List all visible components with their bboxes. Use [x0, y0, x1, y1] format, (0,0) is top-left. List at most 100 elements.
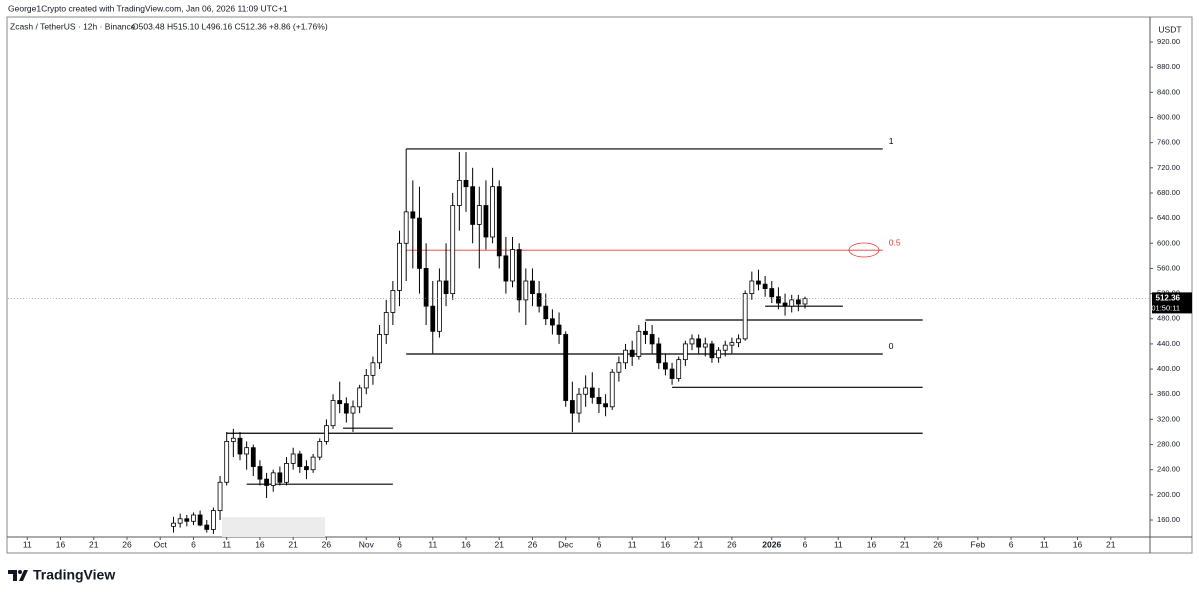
candle-body — [503, 255, 509, 282]
candle-body — [623, 349, 628, 364]
x-tick-label: 21 — [694, 539, 704, 549]
candle-body — [603, 403, 608, 408]
candle-body — [237, 437, 243, 455]
x-tick-label: 26 — [122, 539, 132, 549]
candle-body — [496, 186, 502, 257]
countdown: 01:50:11 — [1151, 303, 1180, 312]
x-tick-label: Feb — [971, 539, 986, 549]
y-tick-label: 640.00 — [1157, 213, 1180, 222]
candle-body — [716, 349, 721, 359]
y-tick-label: 600.00 — [1157, 238, 1180, 247]
candle-body — [423, 268, 429, 307]
candle-body — [171, 522, 176, 527]
x-tick-label: 6 — [191, 539, 196, 549]
candle-body — [543, 305, 549, 320]
candle-body — [463, 179, 469, 188]
candle-body — [343, 403, 349, 414]
last-price-label: 512.36 — [1156, 294, 1181, 303]
x-tick-label: 16 — [255, 539, 265, 549]
candle-body — [397, 242, 402, 291]
y-tick-label: 480.00 — [1157, 314, 1180, 323]
candle-body — [596, 396, 602, 405]
y-tick-label: 720.00 — [1157, 163, 1180, 172]
x-tick-label: 2026 — [762, 539, 781, 549]
candle-body — [736, 338, 741, 344]
logo-icon — [8, 570, 28, 581]
candle-body — [616, 362, 622, 373]
x-tick-label: 16 — [461, 539, 471, 549]
candle-body — [483, 205, 489, 238]
x-tick-label: 6 — [397, 539, 402, 549]
candle-body — [403, 211, 409, 244]
level-label: 1 — [889, 136, 894, 146]
candle-body — [476, 205, 482, 225]
y-tick-label: 840.00 — [1157, 87, 1180, 96]
candle-body — [217, 481, 223, 511]
y-tick-label: 400.00 — [1157, 364, 1180, 373]
candle-body — [277, 472, 283, 483]
candle-body — [643, 330, 648, 335]
candle-body — [297, 453, 303, 467]
candle-body — [257, 466, 263, 480]
candle-body — [450, 205, 456, 294]
candle-body — [776, 296, 781, 304]
candle-body — [324, 425, 329, 442]
x-tick-label: 26 — [933, 539, 943, 549]
candle-body — [304, 466, 309, 471]
candle-body — [456, 179, 462, 206]
x-tick-label: 11 — [222, 539, 231, 549]
candle-body — [330, 400, 336, 427]
y-tick-label: 560.00 — [1157, 263, 1180, 272]
y-tick-label: 280.00 — [1157, 440, 1180, 449]
candle-body — [782, 302, 788, 307]
shaded-zone — [222, 517, 325, 537]
candle-body — [729, 342, 735, 346]
drawn-levels: 10.50 — [226, 136, 923, 485]
candle-body — [230, 437, 236, 442]
candle-body — [689, 338, 695, 345]
candle-body — [722, 344, 728, 351]
y-tick-label: 200.00 — [1157, 490, 1180, 499]
candle-body — [191, 514, 196, 522]
candle-body — [656, 343, 662, 364]
level-label: 0 — [889, 341, 894, 351]
x-tick-label: 21 — [89, 539, 99, 549]
candle-body — [350, 406, 356, 414]
x-tick-label: 11 — [628, 539, 637, 549]
y-tick-label: 360.00 — [1157, 389, 1180, 398]
x-tick-label: 11 — [23, 539, 32, 549]
level-label: 0.5 — [889, 237, 901, 247]
ohlc: O503.48 H515.10 L496.16 C512.36 +8.86 (+… — [132, 21, 328, 31]
y-tick-label: 800.00 — [1157, 112, 1180, 121]
x-tick-label: 16 — [56, 539, 66, 549]
candle-body — [589, 387, 595, 398]
candle-body — [702, 343, 708, 348]
x-tick-label: 21 — [1106, 539, 1116, 549]
candle-body — [530, 280, 535, 294]
x-tick-label: 26 — [528, 539, 538, 549]
candle-body — [762, 283, 768, 289]
x-tick-label: 6 — [803, 539, 808, 549]
candle-body — [417, 217, 422, 269]
x-tick-label: 11 — [428, 539, 437, 549]
candle-body — [363, 374, 369, 389]
y-tick-label: 760.00 — [1157, 138, 1180, 147]
x-tick-label: 21 — [494, 539, 504, 549]
candle-body — [556, 324, 562, 335]
candle-body — [437, 280, 442, 332]
candle-body — [204, 524, 210, 530]
chart-frame — [6, 16, 1193, 554]
candle-body — [742, 293, 748, 340]
candle-body — [410, 211, 416, 219]
candle-body — [290, 453, 296, 464]
x-tick-label: 11 — [1040, 539, 1049, 549]
y-tick-label: 160.00 — [1157, 515, 1180, 524]
x-tick-label: 21 — [288, 539, 298, 549]
candle-body — [390, 290, 396, 313]
candle-body — [523, 280, 529, 301]
y-tick-label: 440.00 — [1157, 339, 1180, 348]
candle-body — [310, 456, 316, 471]
currency: USDT — [1158, 24, 1181, 34]
symbol: Zcash / TetherUS · 12h · Binance — [10, 21, 136, 31]
